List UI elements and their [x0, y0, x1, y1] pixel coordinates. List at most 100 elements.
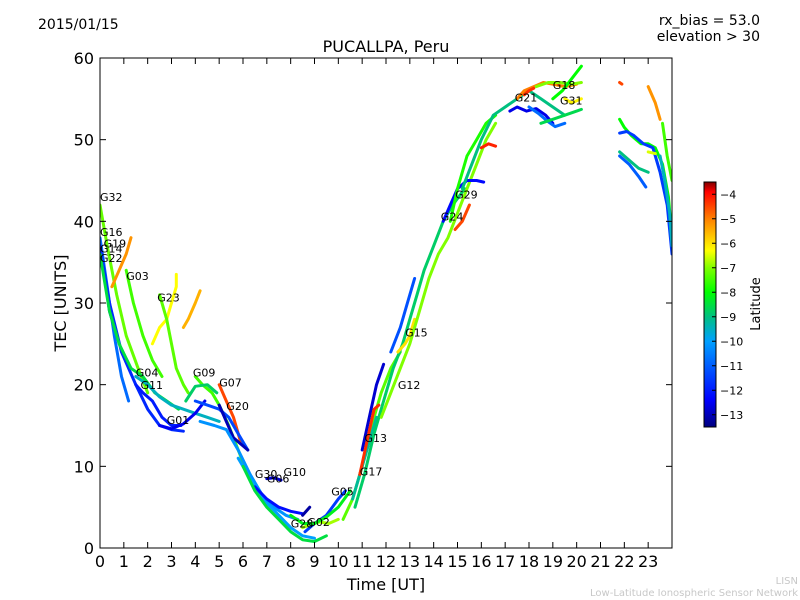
- x-tick-label-7: 7: [262, 552, 272, 571]
- series-G02b: [301, 505, 312, 517]
- colorbar-tick-label--10: −10: [720, 335, 743, 348]
- series-L1: [618, 81, 624, 86]
- x-tick-label-14: 14: [423, 552, 443, 571]
- rx-bias-label: rx_bias = 53.0: [658, 13, 760, 29]
- satellite-label-G30: G30: [255, 468, 278, 481]
- satellite-label-G11: G11: [141, 379, 164, 392]
- x-tick-label-3: 3: [166, 552, 176, 571]
- x-tick-label-1: 1: [119, 552, 129, 571]
- x-tick-label-8: 8: [286, 552, 296, 571]
- date-label: 2015/01/15: [38, 17, 119, 33]
- satellite-label-G02: G02: [307, 516, 330, 529]
- x-tick-label-19: 19: [543, 552, 563, 571]
- series-G03b: [124, 268, 164, 378]
- series-G13b: [360, 362, 386, 452]
- satellite-label-G14: G14: [100, 242, 123, 255]
- satellite-label-G17: G17: [360, 465, 383, 478]
- colorbar-tick-label--4: −4: [720, 188, 736, 201]
- satellite-label-G16: G16: [100, 226, 123, 239]
- y-tick-label-20: 20: [74, 376, 94, 395]
- series-G10: [265, 476, 283, 482]
- series-L9: [661, 121, 672, 182]
- satellite-label-G15: G15: [405, 327, 428, 340]
- series-L6: [646, 85, 662, 121]
- series-G20b: [217, 403, 250, 452]
- series-G03: [110, 236, 133, 289]
- colorbar-tick-label--13: −13: [720, 409, 743, 422]
- satellite-label-G29: G29: [455, 189, 478, 202]
- y-tick-label-30: 30: [74, 294, 94, 313]
- satellite-label-G09: G09: [193, 367, 216, 380]
- plot-frame: [99, 57, 673, 549]
- satellite-label-G19: G19: [104, 238, 127, 251]
- y-axis-label: TEC [UNITS]: [51, 255, 70, 353]
- series-G01: [158, 399, 207, 431]
- series-G18c: [534, 81, 583, 89]
- satellite-label-G24: G24: [441, 211, 464, 224]
- x-tick-label-23: 23: [638, 552, 658, 571]
- chart-title: PUCALLPA, Peru: [323, 37, 450, 56]
- series-G20c: [198, 419, 300, 521]
- satellite-label-G06: G06: [267, 473, 290, 486]
- series-G23: [150, 272, 178, 346]
- satellite-label-G20: G20: [226, 400, 249, 413]
- x-tick-label-11: 11: [352, 552, 372, 571]
- x-tick-label-22: 22: [614, 552, 634, 571]
- series-G21: [460, 89, 567, 191]
- series-L8: [658, 154, 672, 248]
- axis-ticks: 0 1 2 3 4 5 6 7 8 9 10 11 12 13 14 15 16 17 18 19 20 21 22 2301…: [74, 49, 672, 571]
- series-G18e: [563, 97, 583, 105]
- satellite-label-G07: G07: [219, 376, 242, 389]
- series-G13c: [358, 403, 381, 476]
- x-tick-label-2: 2: [143, 552, 153, 571]
- satellite-label-G32: G32: [100, 191, 123, 204]
- series-layer: [100, 64, 672, 543]
- colorbar-tick-label--9: −9: [720, 311, 736, 324]
- x-tick-label-5: 5: [214, 552, 224, 571]
- series-G15: [396, 317, 417, 354]
- series-G24: [441, 179, 486, 223]
- series-L5: [618, 150, 650, 174]
- y-tick-label-10: 10: [74, 457, 94, 476]
- series-G18d: [551, 64, 583, 101]
- x-tick-label-6: 6: [238, 552, 248, 571]
- series-G31: [539, 107, 583, 125]
- x-tick-label-13: 13: [400, 552, 420, 571]
- x-tick-label-21: 21: [590, 552, 610, 571]
- series-G23b: [158, 293, 190, 395]
- x-tick-label-0: 0: [95, 552, 105, 571]
- series-G11: [134, 375, 221, 423]
- series-G28: [241, 464, 328, 543]
- series-L4: [618, 154, 648, 189]
- x-tick-label-20: 20: [566, 552, 586, 571]
- series-G09b: [184, 383, 219, 403]
- colorbar-tick-label--8: −8: [720, 286, 736, 299]
- colorbar-label: Latitude: [749, 277, 764, 331]
- satellite-label-G31: G31: [560, 95, 583, 108]
- y-tick-label-60: 60: [74, 49, 94, 68]
- satellite-label-G05: G05: [331, 486, 354, 499]
- colorbar-tick-label--6: −6: [720, 237, 736, 250]
- series-G15b: [389, 277, 417, 354]
- x-axis-label: Time [UT]: [346, 575, 425, 594]
- satellite-label-G21: G21: [515, 91, 538, 104]
- series-G32: [100, 203, 150, 395]
- footer-org-short: LISN: [775, 576, 798, 587]
- series-G24b: [453, 203, 471, 231]
- satellite-label-G04: G04: [136, 367, 159, 380]
- satellite-label-G23: G23: [157, 291, 180, 304]
- series-G18b: [522, 86, 536, 97]
- satellite-label-G28: G28: [291, 518, 314, 531]
- x-tick-label-17: 17: [495, 552, 515, 571]
- x-tick-label-12: 12: [376, 552, 396, 571]
- elevation-label: elevation > 30: [656, 29, 760, 45]
- y-tick-label-0: 0: [84, 539, 94, 558]
- series-G23c: [181, 289, 202, 329]
- series-L7: [646, 150, 657, 156]
- satellite-label-G03: G03: [126, 270, 149, 283]
- series-G29: [448, 113, 498, 223]
- series-G04: [134, 383, 183, 427]
- satellite-label-G22: G22: [100, 252, 123, 265]
